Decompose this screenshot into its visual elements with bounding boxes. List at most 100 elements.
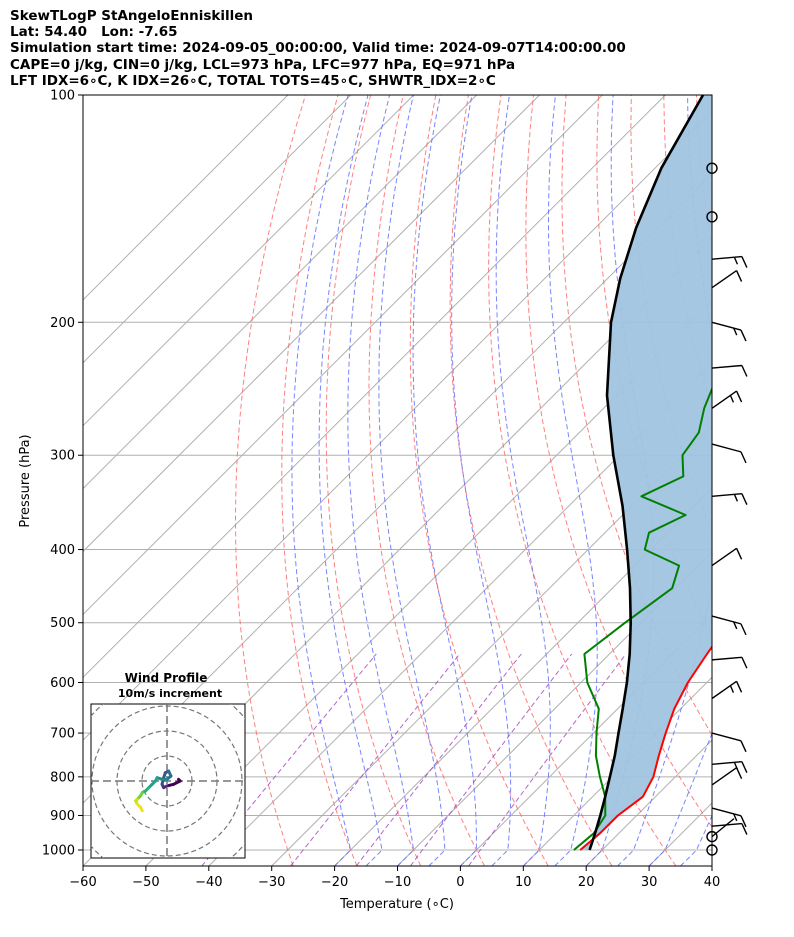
moist-adiabat (318, 95, 383, 866)
isotherm-line (83, 95, 289, 301)
dewpoint-profile (573, 386, 712, 851)
wind-barb-half (733, 494, 739, 502)
moist-adiabat (412, 95, 477, 866)
y-axis-label: Pressure (hPa) (18, 434, 33, 527)
x-tick-label: 20 (578, 875, 595, 890)
wind-barb (711, 492, 742, 497)
moist-adiabat (711, 865, 712, 866)
mixing-ratio-line (355, 653, 522, 866)
wind-barb-flag (740, 329, 747, 342)
isotherm-line (83, 95, 477, 490)
wind-barb-half (733, 327, 738, 336)
wind-barb (711, 321, 742, 331)
parcel-profile (588, 95, 705, 851)
header-line-3: Simulation start time: 2024-09-05_00:00:… (10, 40, 626, 56)
wind-barb-flag (741, 823, 748, 835)
wind-barb-calm (706, 211, 718, 223)
isotherm-line (83, 95, 540, 553)
wind-barb-half (733, 256, 739, 265)
y-tick-label: 100 (50, 89, 75, 104)
wind-barb-flag (740, 451, 747, 464)
isotherm-line (271, 424, 712, 866)
mixing-ratio-line (290, 653, 461, 866)
isotherm-line (83, 95, 415, 427)
moist-adiabat (548, 95, 598, 866)
x-tick-label: −20 (321, 875, 348, 890)
moist-adiabat (451, 95, 512, 866)
dry-adiabat (281, 95, 358, 866)
y-tick-label: 500 (50, 616, 75, 631)
wind-barb (711, 807, 742, 817)
header-line-2: Lat: 54.40 Lon: -7.65 (10, 24, 178, 40)
wind-barb-flag (741, 256, 748, 268)
wind-barb-flag (735, 548, 743, 560)
wind-barb-flag (741, 365, 748, 377)
dry-adiabat (449, 95, 613, 866)
x-axis-label: Temperature (∘C) (339, 897, 454, 912)
header-line-4: CAPE=0 j/kg, CIN=0 j/kg, LCL=973 hPa, LF… (10, 57, 516, 73)
wind-barb-half (733, 813, 738, 822)
y-tick-label: 700 (50, 727, 75, 742)
x-tick-label: 0 (456, 875, 464, 890)
moist-adiabat (347, 95, 415, 866)
wind-barb-flag (735, 390, 743, 403)
isotherm-line (83, 95, 603, 616)
wind-barb (711, 732, 742, 742)
isotherm-line (83, 95, 666, 679)
dry-adiabat (488, 95, 677, 866)
temperature-profile (579, 645, 712, 851)
wind-barb-flag (740, 623, 747, 636)
wind-barb (711, 255, 742, 260)
x-tick-label: 10 (515, 875, 532, 890)
x-tick-label: −40 (195, 875, 222, 890)
wind-barb-flag (740, 740, 747, 753)
wind-barb (711, 390, 737, 409)
isotherm-line (397, 550, 712, 866)
isotherm-line (208, 362, 712, 866)
dry-adiabat (525, 95, 712, 828)
wind-barb (711, 818, 735, 838)
header-line-5: LFT IDX=6∘C, K IDX=26∘C, TOTAL TOTS=45∘C… (10, 73, 496, 89)
wind-barb (711, 364, 742, 369)
x-tick-label: 30 (641, 875, 658, 890)
x-tick-label: −60 (69, 875, 96, 890)
cape-cin-fill (580, 95, 712, 850)
wind-barb (711, 269, 737, 289)
wind-barb (711, 443, 742, 453)
wind-barb (711, 680, 737, 700)
wind-barb-flag (741, 761, 748, 773)
wind-barb-half (729, 395, 735, 403)
moist-adiabat (291, 95, 352, 866)
header-line-1: SkewTLogP StAngeloEnniskillen (10, 8, 253, 24)
wind-barb-half (733, 621, 738, 630)
dry-adiabat (729, 95, 794, 866)
isotherm-line (775, 95, 794, 866)
wind-barb-flag (741, 493, 748, 505)
y-tick-label: 900 (50, 809, 75, 824)
x-tick-label: 40 (704, 875, 721, 890)
y-tick-label: 400 (50, 543, 75, 558)
moist-adiabat (378, 95, 446, 866)
wind-barb-flag (735, 767, 743, 780)
y-tick-label: 1000 (42, 844, 75, 859)
wind-barb (711, 767, 737, 786)
wind-barb (711, 547, 737, 567)
y-tick-label: 600 (50, 676, 75, 691)
isotherm-line (83, 110, 712, 741)
hodograph-title: Wind Profile (125, 671, 208, 685)
wind-barb-flag (741, 656, 748, 669)
hodograph-subtitle: 10m/s increment (118, 687, 222, 700)
dry-adiabat (762, 95, 794, 866)
isotherm-line (145, 299, 712, 866)
wind-barb-flag (740, 815, 747, 828)
hodograph-segment (139, 805, 144, 813)
dry-adiabat (409, 95, 549, 866)
wind-barb-calm (706, 162, 718, 174)
mixing-ratio-line (468, 653, 627, 866)
isotherm-line (711, 865, 712, 866)
wind-barb (711, 760, 742, 765)
wind-barb-flag (735, 681, 743, 693)
y-tick-label: 800 (50, 770, 75, 785)
x-tick-label: −50 (132, 875, 159, 890)
